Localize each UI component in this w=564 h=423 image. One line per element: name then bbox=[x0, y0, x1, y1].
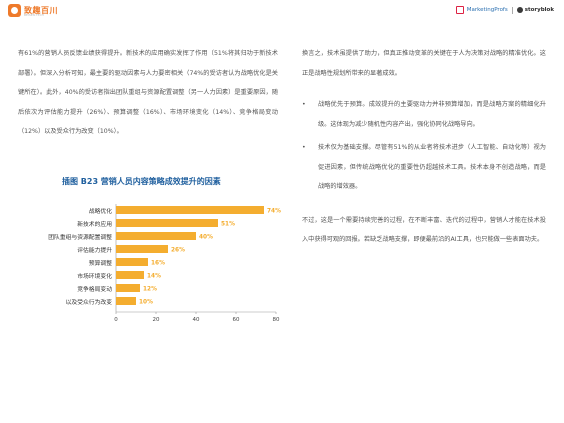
x-tick-label: 40 bbox=[193, 317, 200, 323]
bar-value-label: 16% bbox=[151, 261, 165, 267]
right-column: 换言之，技术虽提供了助力，但真正推动变革的关键在于人为决策对战略的精准优化。这正… bbox=[302, 44, 546, 250]
bullet-text: 技术仅为基础支撑。尽管有51%的从业者将技术进步（人工智能、自动化等）视为促进因… bbox=[318, 144, 546, 190]
brand-logo-subtitle: BEISEN·TECH bbox=[24, 13, 44, 17]
bullet-text: 战略优先于预算。成效提升的主要驱动力并非预算增加，而是战略方案的精细化升级。这体… bbox=[318, 101, 546, 128]
partner-marketingprofs: MarketingProfs bbox=[466, 7, 508, 13]
left-paragraph: 有61%的营销人员反馈业绩获得提升。新技术的应用确实发挥了作用（51%将其归功于… bbox=[18, 50, 278, 135]
bar bbox=[116, 206, 264, 214]
category-label: 团队重组与资源配置调整 bbox=[48, 233, 112, 241]
bar-value-label: 40% bbox=[199, 235, 213, 241]
category-label: 市场环境变化 bbox=[77, 272, 112, 280]
bar-value-label: 10% bbox=[139, 300, 153, 306]
category-label: 预算调整 bbox=[89, 259, 112, 267]
bullet-item: • 战略优先于预算。成效提升的主要驱动力并非预算增加，而是战略方案的精细化升级。… bbox=[302, 95, 546, 134]
category-label: 评估能力提升 bbox=[77, 246, 112, 254]
brand-logo-icon bbox=[8, 4, 21, 17]
partner-divider bbox=[511, 6, 513, 14]
x-tick-label: 0 bbox=[114, 317, 118, 323]
bar bbox=[116, 232, 196, 240]
brand-logo: 致趣百川 bbox=[8, 4, 58, 17]
bullet-item: • 技术仅为基础支撑。尽管有51%的从业者将技术进步（人工智能、自动化等）视为促… bbox=[302, 138, 546, 197]
brand-logo-text: 致趣百川 bbox=[24, 6, 58, 15]
category-label: 竞争格局变动 bbox=[77, 285, 112, 293]
category-label: 以及受众行为改变 bbox=[66, 298, 113, 306]
partner-storyblok: storyblok bbox=[524, 7, 554, 13]
marketingprofs-icon bbox=[455, 6, 464, 14]
bar bbox=[116, 245, 168, 253]
page-header: 致趣百川 BEISEN·TECH MarketingProfs storyblo… bbox=[0, 0, 564, 26]
category-label: 战略优化 bbox=[89, 207, 112, 215]
closing-paragraph: 不过，这是一个需要持续完善的过程，在不断丰富、迭代的过程中，营销人才能在技术投入… bbox=[302, 216, 546, 244]
bar-value-label: 26% bbox=[171, 248, 185, 254]
bar bbox=[116, 284, 140, 292]
bar-value-label: 14% bbox=[147, 274, 161, 280]
bar-chart: 战略优化 74% 新技术的应用 51% 团队重组与资源配置调整 40% 评估能力提升 26% 预… bbox=[48, 204, 281, 323]
bar bbox=[116, 297, 136, 305]
bar-value-label: 74% bbox=[267, 209, 281, 215]
chart-title: 插图 B23 营销人员内容策略成效提升的因素 bbox=[62, 177, 221, 186]
category-label: 新技术的应用 bbox=[77, 220, 112, 228]
right-intro: 换言之，技术虽提供了助力，但真正推动变革的关键在于人为决策对战略的精准优化。这正… bbox=[302, 50, 546, 77]
bullet-dot-icon: • bbox=[302, 144, 306, 151]
bar-value-label: 51% bbox=[221, 222, 235, 228]
bar bbox=[116, 258, 148, 266]
left-column: 有61%的营销人员反馈业绩获得提升。新技术的应用确实发挥了作用（51%将其归功于… bbox=[18, 44, 278, 142]
bar bbox=[116, 271, 144, 279]
storyblok-icon bbox=[516, 7, 523, 13]
bar-value-label: 12% bbox=[143, 287, 157, 293]
x-tick-label: 60 bbox=[233, 317, 240, 323]
x-tick-label: 80 bbox=[273, 317, 280, 323]
bullet-list: • 战略优先于预算。成效提升的主要驱动力并非预算增加，而是战略方案的精细化升级。… bbox=[302, 95, 546, 197]
partner-logos: MarketingProfs storyblok bbox=[455, 6, 554, 14]
bullet-dot-icon: • bbox=[302, 101, 306, 108]
x-tick-label: 20 bbox=[153, 317, 160, 323]
bar bbox=[116, 219, 218, 227]
